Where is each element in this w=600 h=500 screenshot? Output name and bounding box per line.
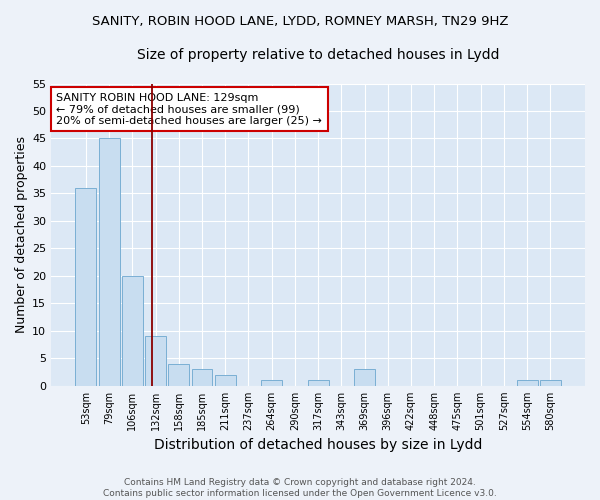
Bar [540,380,561,386]
Bar [98,138,119,386]
Bar [76,188,97,386]
X-axis label: Distribution of detached houses by size in Lydd: Distribution of detached houses by size … [154,438,482,452]
Bar [191,370,212,386]
Bar [354,370,375,386]
Text: SANITY, ROBIN HOOD LANE, LYDD, ROMNEY MARSH, TN29 9HZ: SANITY, ROBIN HOOD LANE, LYDD, ROMNEY MA… [92,15,508,28]
Y-axis label: Number of detached properties: Number of detached properties [15,136,28,333]
Text: Contains HM Land Registry data © Crown copyright and database right 2024.
Contai: Contains HM Land Registry data © Crown c… [103,478,497,498]
Bar [169,364,189,386]
Bar [122,276,143,386]
Bar [215,375,236,386]
Bar [261,380,282,386]
Bar [517,380,538,386]
Title: Size of property relative to detached houses in Lydd: Size of property relative to detached ho… [137,48,499,62]
Bar [145,336,166,386]
Text: SANITY ROBIN HOOD LANE: 129sqm
← 79% of detached houses are smaller (99)
20% of : SANITY ROBIN HOOD LANE: 129sqm ← 79% of … [56,92,322,126]
Bar [308,380,329,386]
